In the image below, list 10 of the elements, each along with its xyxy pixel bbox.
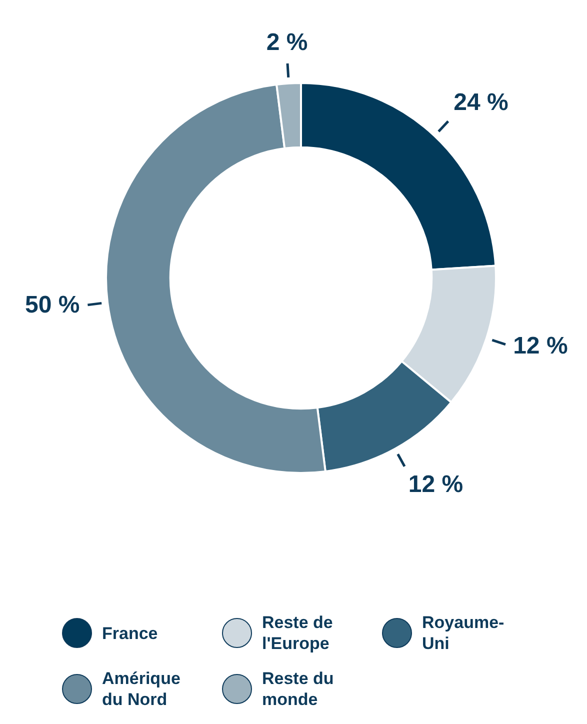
legend-label: Amérique du Nord [102, 668, 182, 710]
legend-label: Reste de l'Europe [262, 612, 334, 654]
data-label: 12 % [408, 471, 464, 498]
legend-label: France [102, 622, 159, 644]
data-label: 12 % [513, 332, 568, 360]
legend-label: Royaume-Uni [422, 612, 506, 654]
legend-label: Reste du monde [262, 668, 335, 710]
data-label: 24 % [454, 89, 508, 116]
data-label: 2 % [266, 29, 308, 56]
data-label: 50 % [25, 292, 80, 319]
